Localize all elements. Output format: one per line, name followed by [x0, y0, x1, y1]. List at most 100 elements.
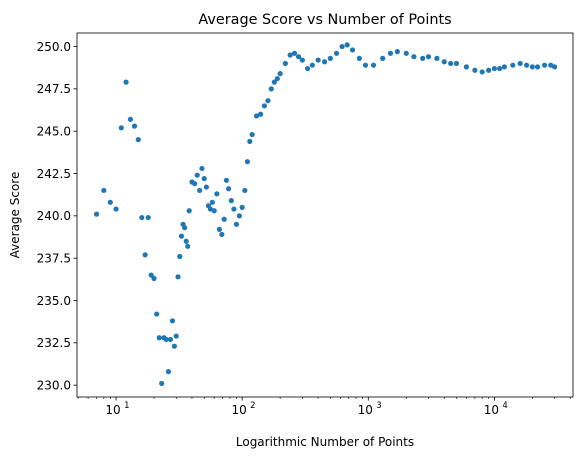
data-point [214, 191, 220, 197]
data-point [441, 59, 447, 65]
y-axis-label: Average Score [8, 172, 22, 259]
data-point [333, 50, 340, 56]
data-point [362, 62, 369, 68]
data-point [271, 79, 277, 85]
x-tick-exponent: 1 [124, 401, 129, 411]
data-point [453, 60, 460, 67]
data-point [258, 111, 264, 117]
data-point [425, 54, 432, 60]
data-point [175, 274, 181, 280]
y-tick-label: 232.5 [37, 336, 71, 350]
y-tick-label: 235.0 [37, 294, 71, 308]
data-point [183, 238, 189, 244]
data-point [472, 67, 478, 73]
data-point [131, 123, 138, 129]
y-tick-label: 230.0 [37, 378, 71, 392]
x-tick-exponent: 4 [502, 401, 507, 411]
y-tick-label: 250.0 [37, 40, 71, 54]
data-point [274, 76, 280, 82]
data-point [192, 181, 198, 187]
data-point [201, 176, 207, 182]
data-point [167, 336, 174, 343]
data-point [178, 233, 185, 239]
data-point [321, 59, 328, 65]
data-point [139, 214, 145, 221]
x-tick-label: 10 [105, 403, 120, 417]
data-point [93, 211, 100, 217]
data-point [304, 65, 311, 72]
y-tick-label: 237.5 [37, 251, 71, 265]
data-point [165, 369, 171, 375]
data-point [261, 103, 267, 109]
data-point [265, 98, 271, 104]
data-point [448, 60, 454, 67]
x-tick-label: 10 [358, 403, 373, 417]
data-point [411, 54, 417, 60]
data-point [221, 216, 227, 222]
data-point [295, 54, 302, 60]
data-point [339, 43, 345, 50]
data-point [173, 333, 179, 339]
data-point [223, 177, 230, 183]
data-point [142, 252, 148, 258]
data-point [277, 71, 283, 77]
data-point [169, 318, 176, 324]
data-point [249, 131, 255, 138]
data-point [123, 79, 129, 85]
x-tick-exponent: 3 [376, 401, 381, 411]
data-point [197, 187, 203, 194]
data-point [228, 198, 234, 204]
data-point [107, 199, 113, 205]
data-point [344, 42, 350, 48]
data-point [287, 52, 293, 58]
data-point [185, 243, 191, 249]
data-point [159, 380, 165, 387]
plot-area [93, 42, 558, 387]
data-point [268, 86, 274, 92]
data-point [510, 62, 516, 68]
data-point [315, 57, 321, 63]
data-point [186, 208, 192, 214]
data-point [236, 213, 242, 219]
data-point [486, 67, 492, 73]
data-point [239, 204, 245, 210]
x-tick-label: 10 [232, 403, 247, 417]
data-point [209, 199, 215, 205]
data-point [163, 336, 169, 343]
data-point [291, 50, 298, 56]
data-point [233, 221, 240, 227]
data-point [299, 57, 305, 63]
data-point [225, 186, 232, 192]
data-point [253, 113, 260, 119]
y-axis: 230.0 232.5 235.0 237.5 240.0 242.5 245.0 247.5… [37, 40, 77, 392]
data-point [463, 64, 470, 70]
data-point [282, 60, 288, 67]
data-point [211, 208, 217, 214]
chart-title: Average Score vs Number of Points [198, 12, 451, 28]
x-tick-label: 10 [484, 403, 499, 417]
plot-frame [76, 32, 574, 398]
data-point [244, 159, 250, 165]
data-point [551, 64, 558, 70]
data-point [242, 187, 248, 194]
data-point [101, 187, 107, 194]
data-point [182, 225, 188, 231]
data-point [349, 47, 356, 53]
x-tick-exponent: 2 [250, 401, 255, 411]
data-point [523, 62, 530, 68]
data-point [154, 311, 160, 317]
y-tick-label: 240.0 [37, 209, 71, 223]
data-point [534, 64, 541, 70]
data-point [356, 55, 362, 62]
data-point [479, 69, 485, 75]
data-point [113, 206, 119, 212]
data-point [517, 60, 523, 67]
data-point [380, 55, 386, 62]
x-axis: 10 1 10 2 10 3 10 4 [77, 397, 571, 417]
y-tick-label: 247.5 [37, 82, 71, 96]
data-point [497, 65, 503, 72]
data-point [327, 55, 333, 62]
data-point [529, 64, 535, 70]
data-point [370, 62, 377, 68]
